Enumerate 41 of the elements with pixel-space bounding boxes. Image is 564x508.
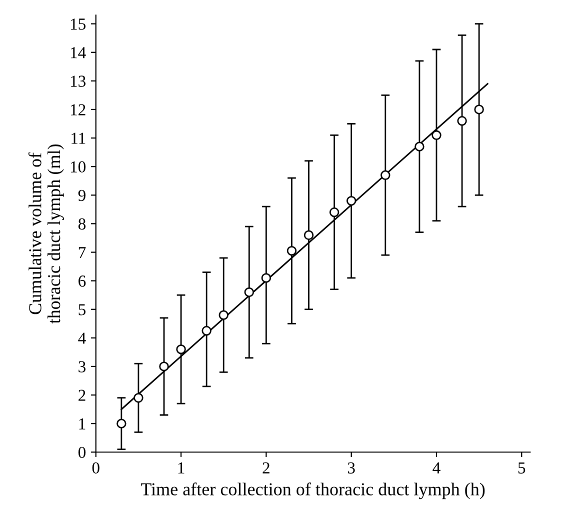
x-axis-title: Time after collection of thoracic duct lymph (h) [140,482,485,500]
y-tick-label: 4 [78,332,86,344]
y-tick-label: 14 [70,47,86,58]
y-tick-label: 2 [78,390,86,401]
y-tick-label: 8 [78,218,86,230]
point [414,142,424,152]
point [134,393,144,403]
x-tick-label: 3 [348,462,355,474]
point [286,246,297,256]
x-tick-label: 5 [518,462,526,474]
x-tick-label: 4 [432,462,440,474]
y-tick-label: 15 [70,18,86,30]
point [304,230,314,240]
x-tick-label: 2 [262,462,270,474]
point [218,310,228,320]
point [346,196,356,206]
x-tick-label: 1 [178,462,184,474]
point [261,273,272,283]
y-tick-label: 6 [78,276,86,287]
y-axis-title: Cumulative volume of thoracic duct lymph (ml) [28,144,64,324]
point [474,104,484,114]
x-tick-label: 0 [92,462,100,474]
y-tick-label: 13 [70,76,86,87]
point [202,326,212,336]
point [176,344,186,354]
point [380,170,390,180]
point [432,130,442,140]
y-tick-label: 1 [79,418,86,430]
y-tick-label: 0 [78,446,86,458]
y-tick-label: 10 [70,161,86,173]
y-tick-label: 5 [78,304,86,316]
point [116,418,126,428]
y-tick-label: 12 [70,104,86,116]
y-tick-label: 11 [72,132,86,144]
point [159,362,169,372]
y-tick-label: 9 [78,190,86,202]
point [329,207,340,218]
point [244,287,254,298]
point [457,116,467,126]
y-tick-label: 3 [78,361,86,372]
y-tick-label: 7 [78,247,86,258]
